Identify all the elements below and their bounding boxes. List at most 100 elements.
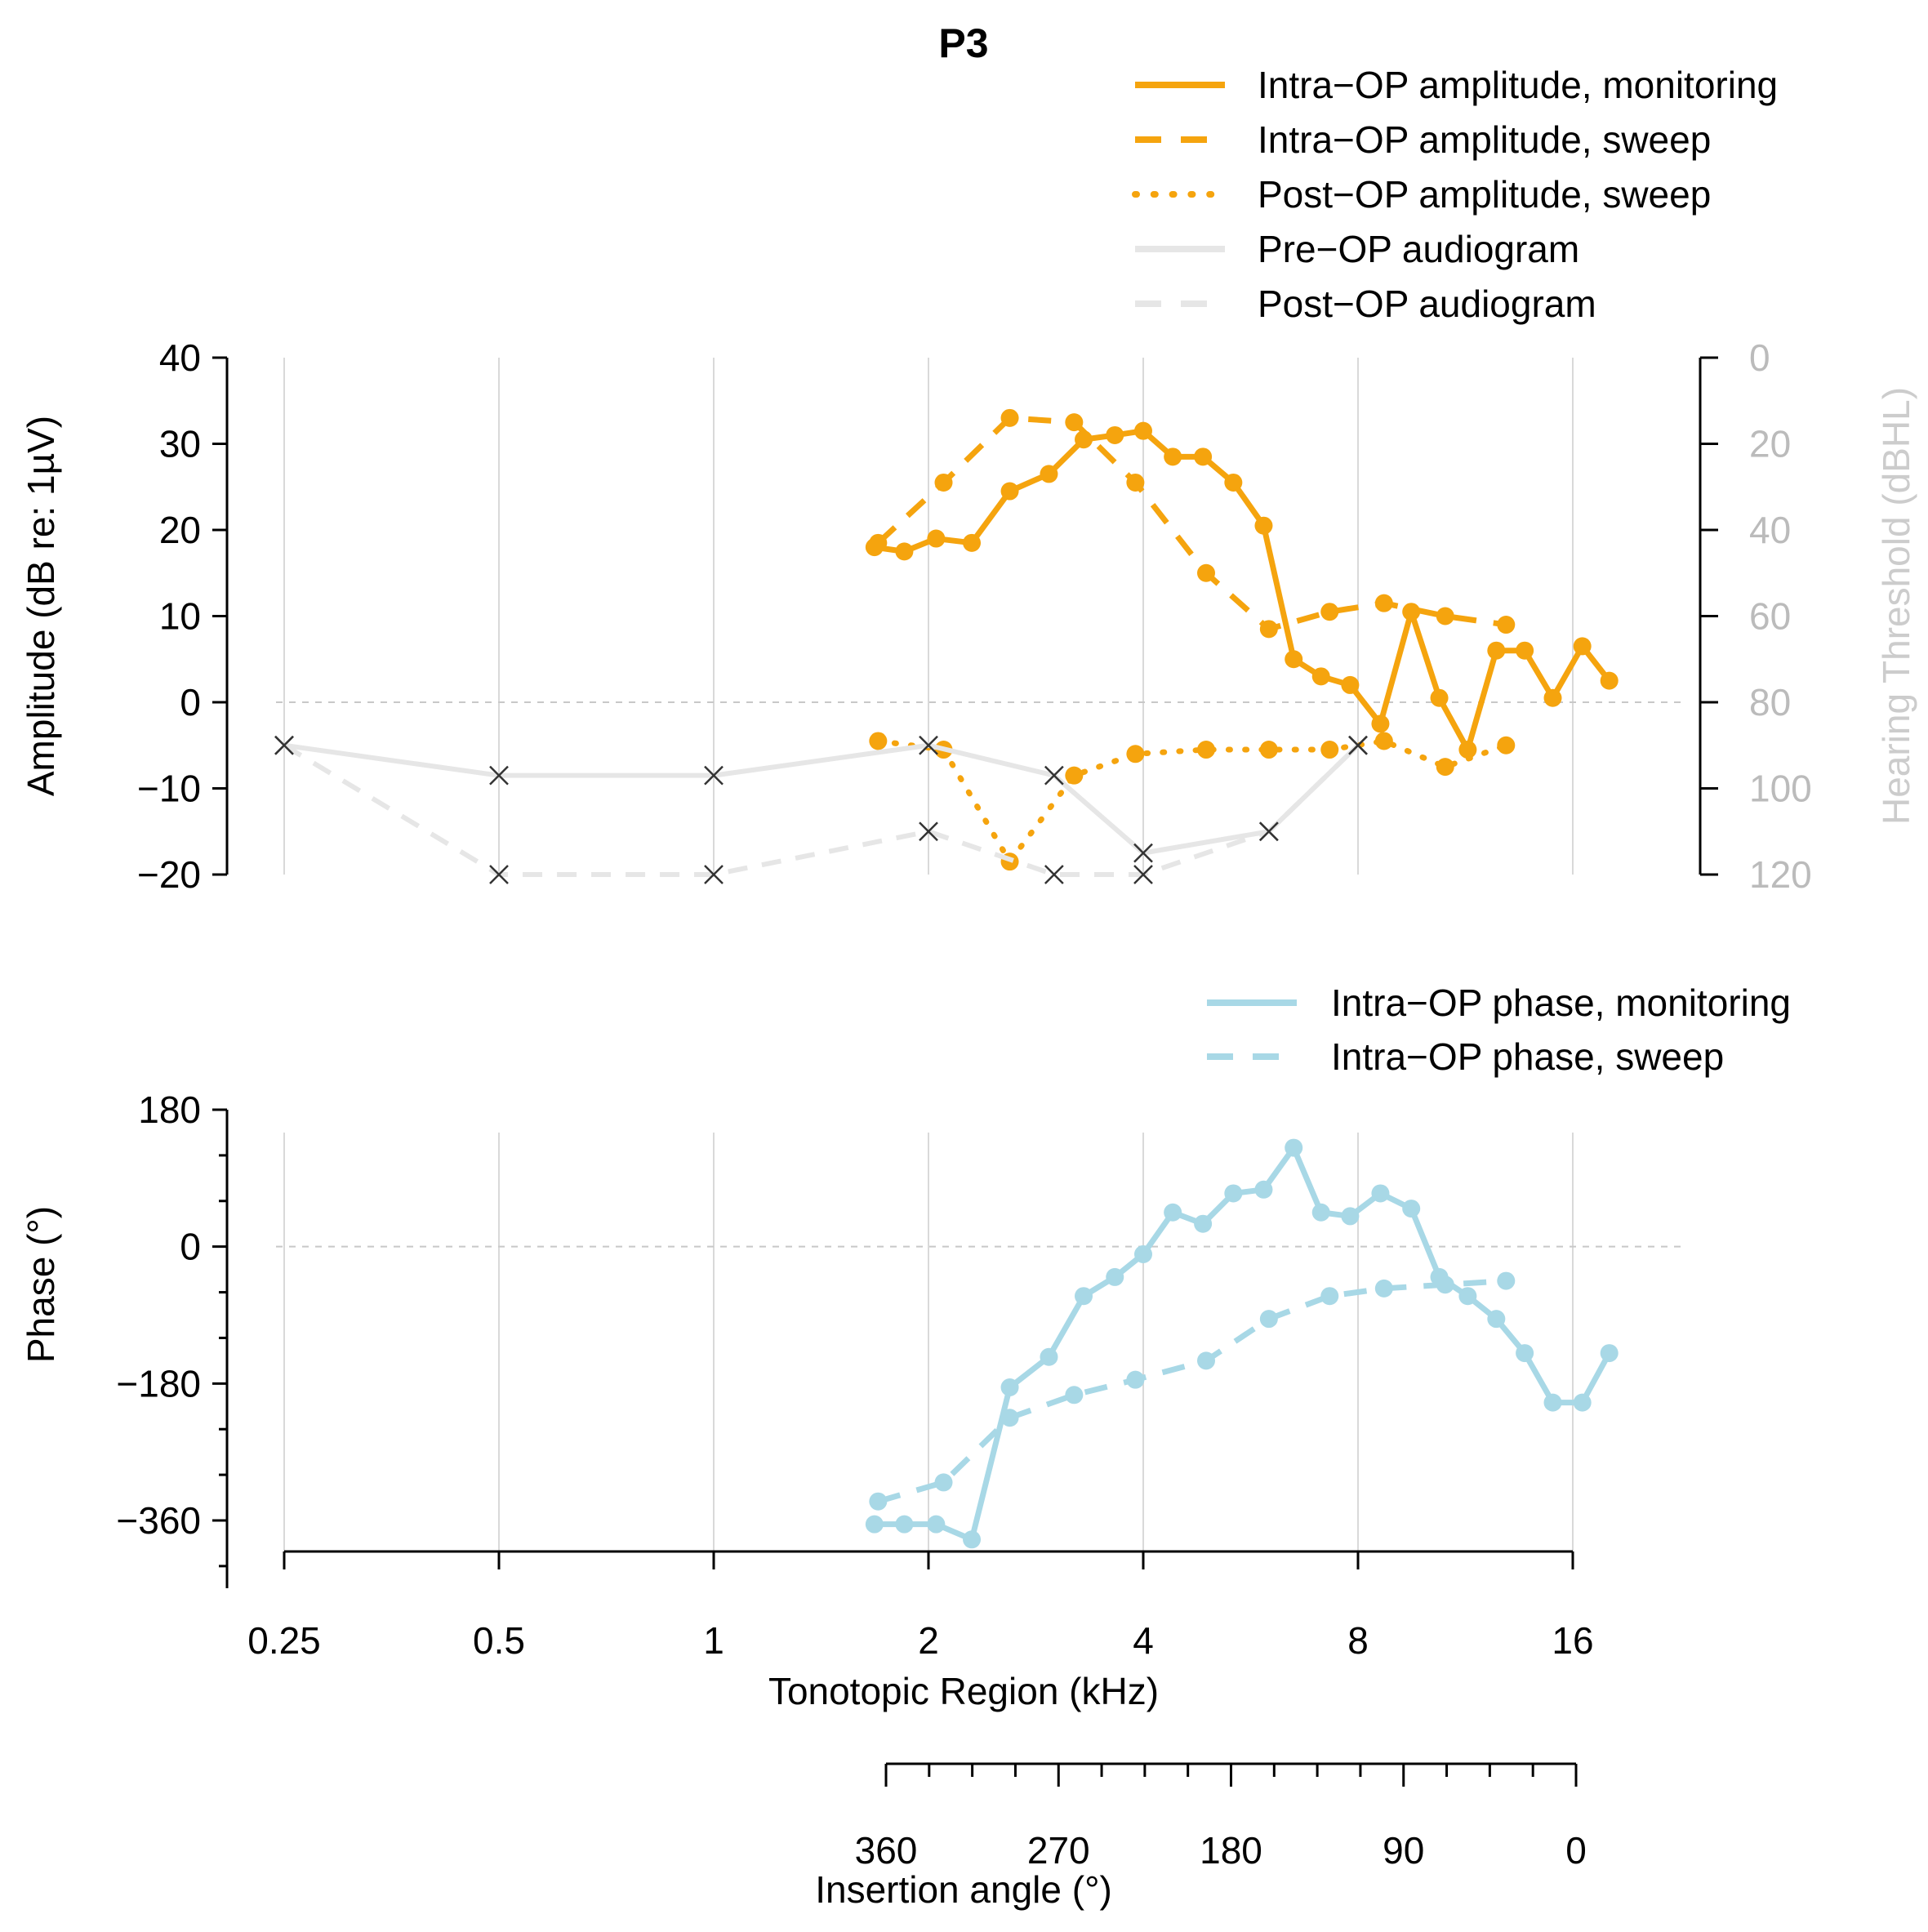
data-point-phase: [1402, 1200, 1421, 1218]
data-point-phase: [1371, 1184, 1390, 1203]
x-marker-stroke: [1133, 865, 1153, 884]
data-point-amplitude: [1436, 607, 1454, 625]
data-point-amplitude: [963, 533, 982, 552]
data-point-amplitude: [1285, 650, 1303, 669]
data-point-phase: [927, 1515, 946, 1534]
data-point-amplitude: [1497, 736, 1516, 755]
data-point-amplitude: [1126, 745, 1145, 763]
y2-tick-label-hearing: 20: [1749, 423, 1791, 465]
data-point-amplitude: [1000, 408, 1019, 427]
data-point-audiogram: [274, 735, 294, 755]
x-tick-label-tonotopic: 4: [1133, 1619, 1154, 1662]
series-phase: [865, 1138, 1619, 1549]
data-point-phase: [1075, 1287, 1093, 1306]
data-point-audiogram: [489, 765, 509, 786]
data-point-amplitude: [1197, 741, 1216, 759]
x-marker-stroke: [489, 765, 509, 786]
data-point-audiogram: [704, 765, 724, 786]
data-point-phase: [1320, 1287, 1339, 1306]
data-point-amplitude: [1543, 688, 1562, 707]
y2-tick-label-hearing: 120: [1749, 853, 1812, 896]
legend-label-amplitude: Intra−OP amplitude, monitoring: [1258, 64, 1778, 106]
axis-insertion-angle: 360 270 180 90 0: [855, 1762, 1587, 1872]
x-marker-stroke: [1258, 821, 1279, 842]
x-tick-label-tonotopic: 16: [1552, 1619, 1593, 1662]
series-line-amplitude-1: [875, 415, 1507, 632]
x-marker-stroke: [274, 735, 294, 755]
series-line-phase-0: [874, 1145, 1612, 1542]
data-point-amplitude: [1224, 473, 1243, 492]
data-point-phase: [1000, 1409, 1019, 1427]
data-point-phase: [895, 1515, 914, 1534]
y-tick-label-amplitude: 10: [159, 595, 201, 638]
gridlines-amplitude: [276, 358, 1686, 875]
x-marker-stroke: [704, 865, 724, 884]
y2-tick-label-hearing: 60: [1749, 595, 1791, 638]
data-point-amplitude: [1430, 688, 1449, 707]
y-tick-label-phase: 0: [180, 1226, 201, 1268]
y2-axis-label-hearing: Hearing Threshold (dBHL): [1875, 387, 1917, 825]
insertion-tick-label: 270: [1027, 1829, 1090, 1872]
data-point-amplitude: [895, 542, 914, 561]
legend-label-amplitude: Post−OP amplitude, sweep: [1258, 173, 1711, 216]
y2-tick-label-hearing: 0: [1749, 336, 1770, 379]
data-point-audiogram: [1348, 735, 1368, 755]
data-point-audiogram: [489, 865, 509, 884]
legend-label-phase: Intra−OP phase, monitoring: [1331, 982, 1791, 1024]
data-point-amplitude: [1259, 741, 1278, 759]
data-point-phase: [1197, 1351, 1216, 1370]
series-line-amplitude-3: [283, 742, 1360, 856]
data-point-audiogram: [1044, 765, 1064, 786]
insertion-tick-label: 360: [855, 1829, 918, 1872]
gridlines-phase: [276, 1133, 1686, 1552]
data-point-amplitude: [1000, 482, 1019, 501]
x-marker-stroke: [1044, 865, 1064, 884]
y2-tick-label-hearing: 80: [1749, 681, 1791, 723]
data-point-phase: [869, 1492, 888, 1511]
data-point-phase: [934, 1473, 953, 1492]
data-point-amplitude: [1497, 616, 1516, 634]
y-tick-label-amplitude: 20: [159, 509, 201, 551]
data-point-phase: [1516, 1344, 1534, 1363]
data-point-amplitude: [1254, 516, 1273, 535]
data-point-phase: [1134, 1244, 1152, 1263]
data-point-phase: [1573, 1393, 1592, 1412]
data-point-phase: [1458, 1287, 1477, 1306]
data-point-amplitude: [869, 732, 888, 750]
legend-label-amplitude: Pre−OP audiogram: [1258, 228, 1579, 270]
data-point-phase: [1164, 1203, 1182, 1222]
data-point-phase: [1341, 1207, 1360, 1226]
data-point-amplitude: [1374, 594, 1393, 612]
y-tick-label-amplitude: 40: [159, 336, 201, 379]
legend-label-amplitude: Post−OP audiogram: [1258, 283, 1596, 325]
data-point-phase: [1224, 1184, 1243, 1203]
data-point-phase: [1487, 1310, 1506, 1329]
data-point-phase: [1374, 1279, 1393, 1298]
y-axis-label-amplitude: Amplitude (dB re: 1µV): [20, 416, 62, 796]
data-point-amplitude: [1436, 758, 1454, 777]
data-point-audiogram: [704, 865, 724, 884]
y2-tick-label-hearing: 40: [1749, 509, 1791, 551]
insertion-tick-label: 90: [1383, 1829, 1424, 1872]
data-point-amplitude: [1311, 667, 1330, 686]
data-point-phase: [865, 1515, 884, 1534]
chart-title: P3: [938, 20, 988, 66]
series-line-phase-1: [877, 1278, 1507, 1505]
x-marker-stroke: [704, 765, 724, 786]
data-point-audiogram: [1133, 843, 1153, 863]
data-point-amplitude: [1516, 641, 1534, 660]
data-point-amplitude: [1458, 741, 1477, 759]
data-point-amplitude: [1197, 563, 1216, 582]
legend-label-phase: Intra−OP phase, sweep: [1331, 1035, 1724, 1078]
y-tick-label-amplitude: 0: [180, 681, 201, 723]
x2-axis-label-insertion: Insertion angle (°): [815, 1868, 1112, 1911]
data-point-amplitude: [1040, 465, 1058, 483]
data-point-amplitude: [1320, 603, 1339, 621]
x-tick-label-tonotopic: 2: [918, 1619, 939, 1662]
data-point-amplitude: [934, 473, 953, 492]
data-point-amplitude: [1341, 675, 1360, 694]
data-point-phase: [1254, 1180, 1273, 1199]
axes-phase: 180 0 −180 −360 0.25 0.5 1 2 4 8 16: [116, 1088, 1593, 1662]
data-point-amplitude: [869, 533, 888, 552]
